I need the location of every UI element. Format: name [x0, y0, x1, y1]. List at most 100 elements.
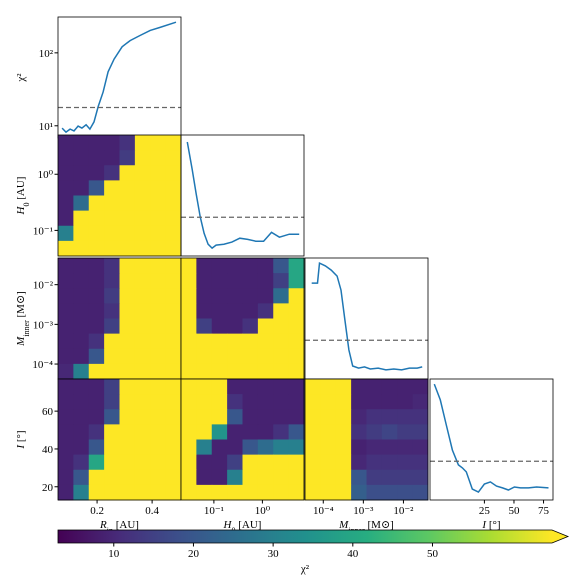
heat-cell: [412, 424, 429, 440]
heat-cell: [150, 225, 167, 242]
heat-cell: [305, 484, 321, 501]
heat-cell: [88, 258, 105, 274]
heat-cell: [165, 318, 182, 335]
heat-cell: [227, 394, 243, 410]
heat-cell: [242, 288, 259, 304]
heat-cell: [397, 454, 414, 471]
colorbar-tick-label: 10: [108, 548, 120, 560]
heat-cell: [227, 424, 243, 440]
heat-cell: [181, 484, 197, 501]
heat-cell: [257, 303, 274, 319]
heat-cell: [73, 318, 90, 335]
heat-cell: [257, 424, 274, 440]
heat-cell: [412, 484, 429, 501]
heat-cell: [257, 439, 274, 456]
heat-cell: [104, 288, 120, 304]
heat-cell: [119, 150, 136, 166]
heat-cell: [227, 258, 243, 274]
heat-cell: [412, 469, 429, 486]
heat-cell: [273, 424, 290, 440]
heat-cell: [412, 454, 429, 471]
heat-cell: [73, 363, 90, 380]
heat-cell: [397, 394, 414, 410]
colorbar-label: χ²: [300, 563, 310, 575]
axis-label-unit: [M⊙]: [365, 519, 394, 531]
heat-cell: [58, 180, 74, 196]
heat-cell: [242, 273, 259, 289]
heat-cell: [88, 195, 105, 212]
heat-cell: [196, 484, 213, 501]
heat-cell: [257, 409, 274, 425]
heat-cell: [150, 180, 167, 196]
axis-label: I [°]: [15, 430, 27, 449]
heat-cell: [88, 394, 105, 410]
heat-cell: [119, 333, 136, 350]
heat-cell: [58, 135, 74, 151]
heat-cell: [150, 195, 167, 212]
heat-cell: [88, 165, 105, 181]
heat-cell: [134, 439, 151, 456]
axis-label-base: R: [99, 519, 107, 531]
heat-cell: [273, 379, 290, 395]
heat-cell: [58, 469, 74, 486]
heat-cell: [119, 303, 136, 319]
heat-cell: [196, 439, 213, 456]
heat-cell: [134, 165, 151, 181]
heat-cell: [320, 409, 337, 425]
heat-cell: [165, 394, 182, 410]
heat-cell: [134, 454, 151, 471]
heat-cell: [165, 150, 182, 166]
heat-cell: [150, 273, 167, 289]
heat-cell: [242, 469, 259, 486]
heat-cell: [181, 348, 197, 365]
axis-label-base: M: [338, 519, 349, 531]
heat-cell: [181, 409, 197, 425]
heat-cell: [273, 363, 290, 380]
heat-cell: [134, 150, 151, 166]
heat-cell: [88, 454, 105, 471]
panel-frame: [180, 134, 305, 257]
heat-cell: [88, 363, 105, 380]
heat-cell: [381, 409, 398, 425]
heat-cell: [73, 150, 90, 166]
heat-cell: [119, 318, 136, 335]
heat-cell: [104, 409, 120, 425]
heat-cell: [181, 469, 197, 486]
heat-cell: [242, 379, 259, 395]
heat-cell: [104, 135, 120, 151]
x-tick-label: 10⁰: [255, 505, 271, 517]
heat-cell: [335, 379, 352, 395]
heat-cell: [381, 439, 398, 456]
axis-label: Minner [M⊙]: [15, 291, 31, 347]
heat-cell: [73, 484, 90, 501]
heat-cell: [288, 303, 305, 319]
heat-cell: [150, 333, 167, 350]
heat-cell: [165, 303, 182, 319]
heat-cell: [320, 379, 337, 395]
axis-label-unit: [°]: [15, 430, 27, 444]
heat-cell: [211, 394, 228, 410]
heat-cell: [305, 409, 321, 425]
axis-label-base: M: [15, 336, 27, 347]
heat-cell: [211, 273, 228, 289]
heat-cell: [181, 363, 197, 380]
heat-cell: [73, 210, 90, 227]
heat-cell: [104, 379, 120, 395]
heat-cell: [257, 318, 274, 335]
heat-cell: [104, 424, 120, 440]
heat-cell: [119, 210, 136, 227]
heat-cell: [273, 258, 290, 274]
heat-cell: [288, 454, 305, 471]
heat-cell: [351, 469, 367, 486]
heat-cell: [73, 165, 90, 181]
panel-frame: [57, 16, 182, 139]
heat-cell: [242, 394, 259, 410]
heat-cell: [196, 318, 213, 335]
heat-cell: [58, 454, 74, 471]
heat-cell: [335, 439, 352, 456]
heat-cell: [58, 394, 74, 410]
heat-cell: [58, 210, 74, 227]
heat-cell: [165, 135, 182, 151]
heat-cell: [412, 439, 429, 456]
heat-cell: [134, 195, 151, 212]
